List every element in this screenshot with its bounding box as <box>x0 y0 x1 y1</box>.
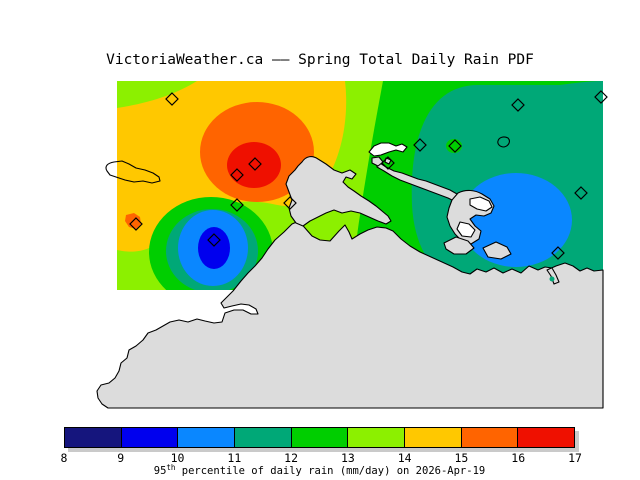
colorbar-segment <box>405 428 462 447</box>
islet-gray-2 <box>384 157 392 165</box>
station-markers <box>129 90 608 260</box>
colorbar-tick-label: 12 <box>284 451 299 465</box>
caption-value: 95 <box>153 465 167 477</box>
station-marker <box>448 139 462 153</box>
colorbar-bar <box>64 427 575 448</box>
field-east-blue-lobe <box>460 173 572 267</box>
station-marker <box>551 246 565 260</box>
station-marker <box>230 168 244 182</box>
land-south-peninsula <box>96 220 604 409</box>
colorbar-segment <box>518 428 575 447</box>
colorbar-tick-label: 13 <box>340 451 355 465</box>
station-marker <box>248 157 262 171</box>
colorbar-tick-label: 9 <box>117 451 125 465</box>
harbour-speck <box>549 276 555 282</box>
station-marker <box>574 186 588 200</box>
station-marker <box>511 98 525 112</box>
colorbar-segment <box>235 428 292 447</box>
lake-outline <box>105 160 161 184</box>
colorbar-segment <box>65 428 122 447</box>
caption-superscript: th <box>166 463 176 472</box>
land-east-wedge-1 <box>443 236 475 255</box>
field-blue-minimum <box>198 227 230 269</box>
colorbar-tick-label: 16 <box>511 451 526 465</box>
colorbar-tick-label: 17 <box>568 451 582 465</box>
colorbar-tick-labels: 8 9 10 11 12 13 14 15 16 17 <box>60 451 582 465</box>
colorbar-segment <box>291 428 349 447</box>
colorbar-tick-label: 11 <box>227 451 242 465</box>
islet-gray-1 <box>371 156 384 167</box>
station-marker <box>413 138 427 152</box>
island-group-outline <box>368 142 408 157</box>
coastline-layer <box>96 136 604 409</box>
colorbar-segment <box>178 428 236 447</box>
island-white-2 <box>456 221 476 238</box>
colorbar-segment <box>121 428 179 447</box>
station-marker <box>381 156 395 170</box>
station-marker <box>594 90 608 104</box>
colorbar-tick-label: 15 <box>454 451 469 465</box>
field-red-maximum <box>227 142 281 188</box>
colorbar-tick-label: 8 <box>60 451 68 465</box>
colorbar-caption: 95th percentile of daily rain (mm/day) o… <box>64 463 575 477</box>
land-mid-peninsula <box>285 156 392 227</box>
colorbar-tick-label: 10 <box>170 451 185 465</box>
station-marker <box>283 196 297 210</box>
land-east-wedge-2 <box>482 241 512 260</box>
station-marker <box>207 233 221 247</box>
station-marker <box>165 92 179 106</box>
caption-text: percentile of daily rain (mm/day) on 202… <box>175 465 486 477</box>
page-title: VictoriaWeather.ca —— Spring Total Daily… <box>106 52 534 68</box>
island-white-1 <box>469 196 493 212</box>
station-marker <box>230 198 244 212</box>
small-island-outline <box>497 136 510 148</box>
colorbar-segment <box>461 428 519 447</box>
colorbar-tick-label: 14 <box>397 451 412 465</box>
colorbar-segment <box>348 428 406 447</box>
station-marker <box>129 217 143 231</box>
